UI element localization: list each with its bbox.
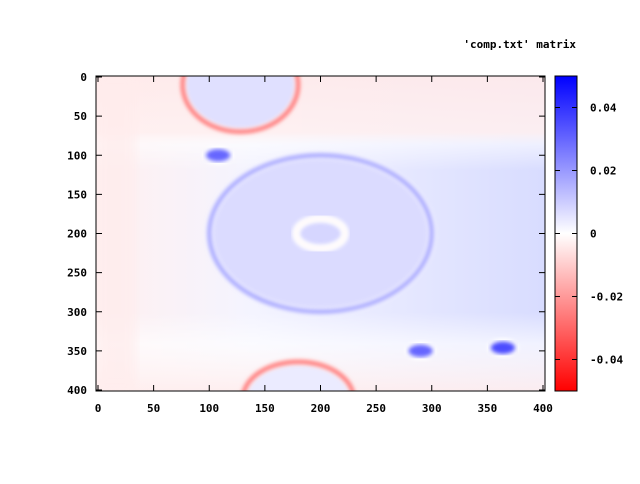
x-tick-label: 100 xyxy=(199,402,219,415)
ring-feature xyxy=(207,153,434,314)
heatmap-left-edge xyxy=(96,76,136,391)
y-tick-label: 50 xyxy=(74,110,87,123)
heatmap-area xyxy=(96,76,545,391)
ring-feature xyxy=(241,359,355,391)
colorbar-tick-label: 0 xyxy=(590,228,597,241)
blob-feature xyxy=(408,344,433,358)
ring-interior xyxy=(182,76,299,132)
y-tick-label: 150 xyxy=(67,188,87,201)
x-tick-label: 300 xyxy=(422,402,442,415)
chart-title: 'comp.txt' matrix xyxy=(463,38,576,51)
x-tick-label: 150 xyxy=(255,402,275,415)
ring-interior xyxy=(296,218,345,249)
blob-feature xyxy=(490,341,516,355)
x-tick-label: 0 xyxy=(95,402,102,415)
colorbar-tick-label: 0.04 xyxy=(590,102,617,115)
y-tick-label: 0 xyxy=(80,71,87,84)
colorbar-tick-label: -0.04 xyxy=(590,354,623,367)
x-tick-label: 200 xyxy=(311,402,331,415)
y-tick-label: 350 xyxy=(67,345,87,358)
x-tick-label: 50 xyxy=(147,402,160,415)
ring-feature xyxy=(294,216,347,251)
y-tick-label: 300 xyxy=(67,306,87,319)
blob-feature xyxy=(205,148,231,162)
x-tick-label: 400 xyxy=(533,402,553,415)
colorbar-tick-label: -0.02 xyxy=(590,291,623,304)
y-tick-label: 100 xyxy=(67,149,87,162)
colorbar-tick-label: 0.02 xyxy=(590,165,617,178)
y-tick-label: 400 xyxy=(67,384,87,397)
x-tick-label: 250 xyxy=(366,402,386,415)
x-tick-label: 350 xyxy=(477,402,497,415)
y-tick-label: 200 xyxy=(67,228,87,241)
ring-feature xyxy=(180,76,301,134)
y-tick-label: 250 xyxy=(67,267,87,280)
